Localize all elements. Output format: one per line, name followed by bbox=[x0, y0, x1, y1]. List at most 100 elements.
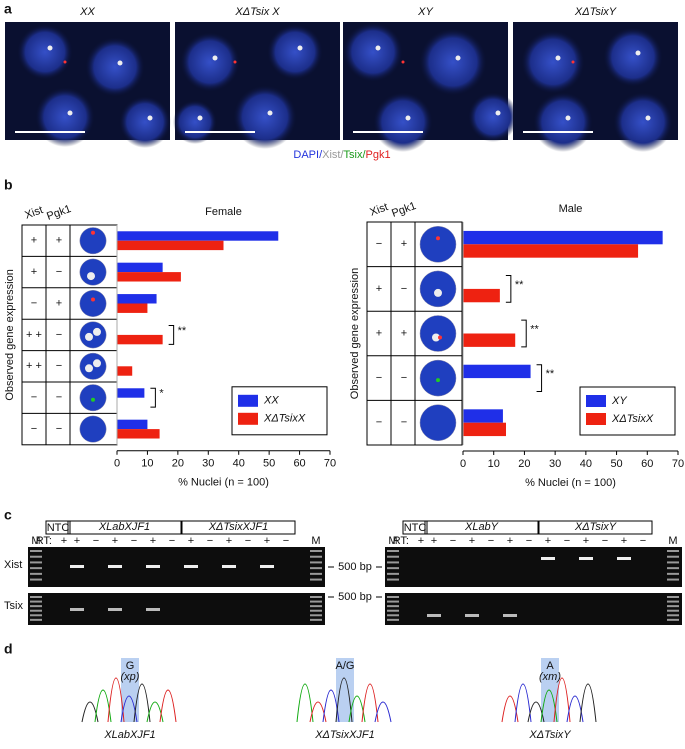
x-tick-label: 60 bbox=[641, 458, 653, 470]
ntc-box bbox=[402, 520, 428, 535]
legend: DAPI/Xist/Tsix/Pgk1 bbox=[293, 149, 390, 161]
x-axis-label: % Nuclei (n = 100) bbox=[525, 477, 616, 489]
trace bbox=[146, 701, 164, 723]
xist-cell: + bbox=[376, 283, 382, 295]
pgk1-cell: − bbox=[401, 372, 407, 384]
ladder bbox=[310, 605, 322, 608]
nucleus-icon bbox=[79, 290, 107, 317]
band bbox=[427, 614, 441, 617]
row-label: Xist bbox=[4, 559, 22, 571]
icon-signal bbox=[434, 288, 442, 297]
bar bbox=[463, 409, 503, 423]
x-tick-label: 0 bbox=[460, 458, 466, 470]
pgk1-cell: − bbox=[56, 266, 62, 278]
panel-label: a bbox=[4, 1, 12, 17]
ladder bbox=[310, 618, 322, 621]
icon-signal bbox=[85, 364, 93, 373]
ladder bbox=[387, 596, 399, 598]
significance: ** bbox=[178, 325, 187, 337]
x-axis-label: % Nuclei (n = 100) bbox=[178, 477, 269, 489]
lane-sign: + bbox=[226, 535, 232, 547]
lane-sign: + bbox=[507, 535, 513, 547]
x-tick-label: 10 bbox=[488, 458, 500, 470]
lane-sign: − bbox=[564, 535, 570, 547]
image-title: XΔTsixY bbox=[574, 6, 617, 18]
ladder bbox=[387, 614, 399, 617]
nucleus bbox=[343, 22, 403, 82]
pgk1-cell: − bbox=[401, 283, 407, 295]
lane-sign: + bbox=[150, 535, 156, 547]
gel bbox=[385, 547, 682, 587]
x-tick-label: 20 bbox=[518, 458, 530, 470]
band bbox=[222, 565, 236, 568]
legend-swatch bbox=[238, 412, 258, 425]
chart-title: Female bbox=[205, 206, 242, 218]
legend-part: Tsix/ bbox=[344, 149, 367, 161]
column-header: Xist bbox=[368, 201, 389, 219]
icon-signal bbox=[436, 236, 440, 241]
marker-label: M bbox=[668, 535, 677, 547]
column-header: Pgk1 bbox=[390, 200, 418, 220]
icon-signal bbox=[91, 397, 95, 402]
ntc-box bbox=[45, 520, 71, 535]
image-title: XΔTsix X bbox=[234, 6, 280, 18]
band bbox=[617, 557, 631, 560]
signal bbox=[212, 55, 218, 61]
legend-part: Pgk1 bbox=[366, 149, 391, 161]
group-box bbox=[424, 520, 539, 535]
lane-sign: + bbox=[74, 535, 80, 547]
signal bbox=[455, 55, 461, 61]
nucleus-icon bbox=[419, 315, 457, 352]
xist-cell: + bbox=[376, 327, 382, 339]
legend-label: XX bbox=[263, 395, 279, 407]
nucleus-icon bbox=[79, 352, 107, 380]
legend-label: XΔTsixX bbox=[263, 413, 306, 425]
signal bbox=[555, 55, 561, 61]
gel bbox=[385, 593, 682, 625]
pgk1-cell: − bbox=[56, 329, 62, 341]
band bbox=[70, 608, 84, 611]
allele-label: (xm) bbox=[539, 671, 561, 683]
nucleus-icon bbox=[79, 321, 107, 349]
pgk1-cell: − bbox=[56, 423, 62, 435]
signal bbox=[401, 60, 405, 64]
band bbox=[579, 557, 593, 560]
trace bbox=[348, 695, 366, 723]
ladder bbox=[667, 609, 679, 612]
nucleus bbox=[17, 24, 73, 80]
x-tick-label: 10 bbox=[141, 458, 153, 470]
band bbox=[503, 614, 517, 617]
icon-signal bbox=[87, 272, 95, 281]
signal bbox=[375, 45, 381, 51]
trace bbox=[553, 677, 571, 723]
nucleus bbox=[119, 96, 171, 148]
sample-label: XΔTsixY bbox=[528, 729, 571, 741]
x-tick-label: 60 bbox=[293, 458, 305, 470]
ladder bbox=[387, 555, 399, 558]
legend-box bbox=[231, 386, 328, 436]
pgk1-cell: + bbox=[401, 327, 407, 339]
significance: * bbox=[159, 388, 164, 400]
xist-cell: + + bbox=[26, 329, 42, 341]
ladder bbox=[667, 555, 679, 558]
ladder bbox=[310, 578, 322, 581]
nucleus bbox=[373, 92, 433, 152]
significance: ** bbox=[546, 368, 555, 380]
x-tick-label: 0 bbox=[114, 458, 120, 470]
ladder bbox=[30, 600, 42, 603]
ladder bbox=[387, 609, 399, 612]
ladder bbox=[387, 618, 399, 621]
ladder bbox=[667, 618, 679, 621]
ladder bbox=[310, 555, 322, 558]
bracket bbox=[505, 275, 512, 303]
pgk1-cell: − bbox=[56, 360, 62, 372]
signal bbox=[63, 60, 67, 64]
nucleus bbox=[35, 87, 95, 147]
size-label: 500 bp bbox=[338, 561, 372, 573]
band bbox=[146, 565, 160, 568]
pgk1-cell: + bbox=[56, 235, 62, 247]
bracket bbox=[168, 324, 175, 345]
icon-signal bbox=[91, 230, 95, 235]
panel-label: b bbox=[4, 177, 13, 193]
trace bbox=[361, 683, 379, 723]
